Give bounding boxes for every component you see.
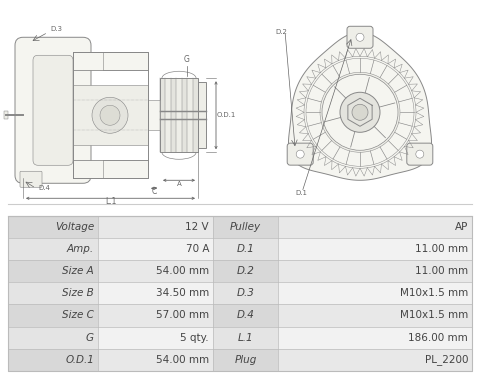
- Text: O.D.1: O.D.1: [65, 355, 94, 365]
- Circle shape: [296, 150, 304, 158]
- Bar: [8, 238, 98, 260]
- Bar: [4, 111, 8, 119]
- Bar: [213, 349, 278, 371]
- Circle shape: [416, 150, 424, 158]
- Bar: [192, 78, 198, 152]
- Text: O.D.1: O.D.1: [217, 112, 236, 118]
- Text: D.1: D.1: [295, 190, 307, 196]
- Bar: [187, 78, 192, 152]
- Text: G: G: [184, 55, 190, 64]
- Circle shape: [356, 33, 364, 41]
- FancyBboxPatch shape: [407, 143, 433, 165]
- Bar: [8, 260, 472, 282]
- Text: AP: AP: [455, 222, 468, 232]
- FancyBboxPatch shape: [15, 37, 91, 183]
- Bar: [213, 305, 278, 327]
- Bar: [8, 305, 472, 327]
- Bar: [213, 260, 278, 282]
- Text: A: A: [177, 181, 181, 187]
- Text: D.4: D.4: [38, 185, 50, 191]
- FancyBboxPatch shape: [287, 143, 313, 165]
- Text: PL_2200: PL_2200: [424, 355, 468, 365]
- Bar: [73, 85, 148, 145]
- Bar: [176, 78, 182, 152]
- Text: M10x1.5 mm: M10x1.5 mm: [400, 311, 468, 320]
- Bar: [8, 238, 472, 260]
- Text: Amp.: Amp.: [67, 244, 94, 254]
- Text: 186.00 mm: 186.00 mm: [408, 333, 468, 343]
- Text: 57.00 mm: 57.00 mm: [156, 311, 209, 320]
- Bar: [182, 78, 187, 152]
- Circle shape: [320, 72, 400, 152]
- Bar: [8, 327, 98, 349]
- Bar: [213, 327, 278, 349]
- Text: Size C: Size C: [62, 311, 94, 320]
- Bar: [171, 78, 176, 152]
- Text: D.3: D.3: [50, 26, 62, 32]
- FancyBboxPatch shape: [33, 55, 73, 165]
- Bar: [166, 78, 171, 152]
- Bar: [8, 349, 98, 371]
- Bar: [8, 327, 472, 349]
- Bar: [160, 78, 166, 152]
- Bar: [213, 238, 278, 260]
- Circle shape: [92, 97, 128, 133]
- Bar: [160, 78, 198, 152]
- Text: 70 A: 70 A: [185, 244, 209, 254]
- Text: Voltage: Voltage: [55, 222, 94, 232]
- Text: Size A: Size A: [62, 266, 94, 276]
- Bar: [8, 349, 472, 371]
- Bar: [8, 215, 98, 238]
- Bar: [73, 52, 148, 70]
- Bar: [8, 260, 98, 282]
- Polygon shape: [288, 32, 432, 180]
- Circle shape: [340, 92, 380, 132]
- Circle shape: [322, 74, 398, 150]
- Text: D.2: D.2: [237, 266, 254, 276]
- Text: 54.00 mm: 54.00 mm: [156, 355, 209, 365]
- Text: Pulley: Pulley: [230, 222, 261, 232]
- FancyBboxPatch shape: [20, 171, 42, 187]
- Text: 5 qty.: 5 qty.: [180, 333, 209, 343]
- Text: C: C: [151, 187, 156, 196]
- Text: M10x1.5 mm: M10x1.5 mm: [400, 288, 468, 298]
- Text: L.1: L.1: [105, 197, 116, 206]
- FancyBboxPatch shape: [347, 26, 373, 48]
- Text: G: G: [86, 333, 94, 343]
- Text: 11.00 mm: 11.00 mm: [415, 244, 468, 254]
- Bar: [213, 215, 278, 238]
- Text: Size B: Size B: [62, 288, 94, 298]
- Bar: [8, 282, 98, 305]
- Text: 54.00 mm: 54.00 mm: [156, 266, 209, 276]
- Bar: [8, 305, 98, 327]
- Bar: [148, 100, 160, 130]
- Bar: [198, 82, 206, 148]
- Text: D.1: D.1: [237, 244, 254, 254]
- Text: 12 V: 12 V: [185, 222, 209, 232]
- Text: L.1: L.1: [238, 333, 253, 343]
- Bar: [213, 282, 278, 305]
- Text: Plug: Plug: [234, 355, 257, 365]
- Text: D.2: D.2: [275, 29, 287, 35]
- Text: D.4: D.4: [237, 311, 254, 320]
- Circle shape: [100, 105, 120, 125]
- Bar: [8, 215, 472, 238]
- Bar: [73, 160, 148, 178]
- Bar: [8, 282, 472, 305]
- Text: 11.00 mm: 11.00 mm: [415, 266, 468, 276]
- Text: 34.50 mm: 34.50 mm: [156, 288, 209, 298]
- Text: D.3: D.3: [237, 288, 254, 298]
- Circle shape: [352, 104, 368, 120]
